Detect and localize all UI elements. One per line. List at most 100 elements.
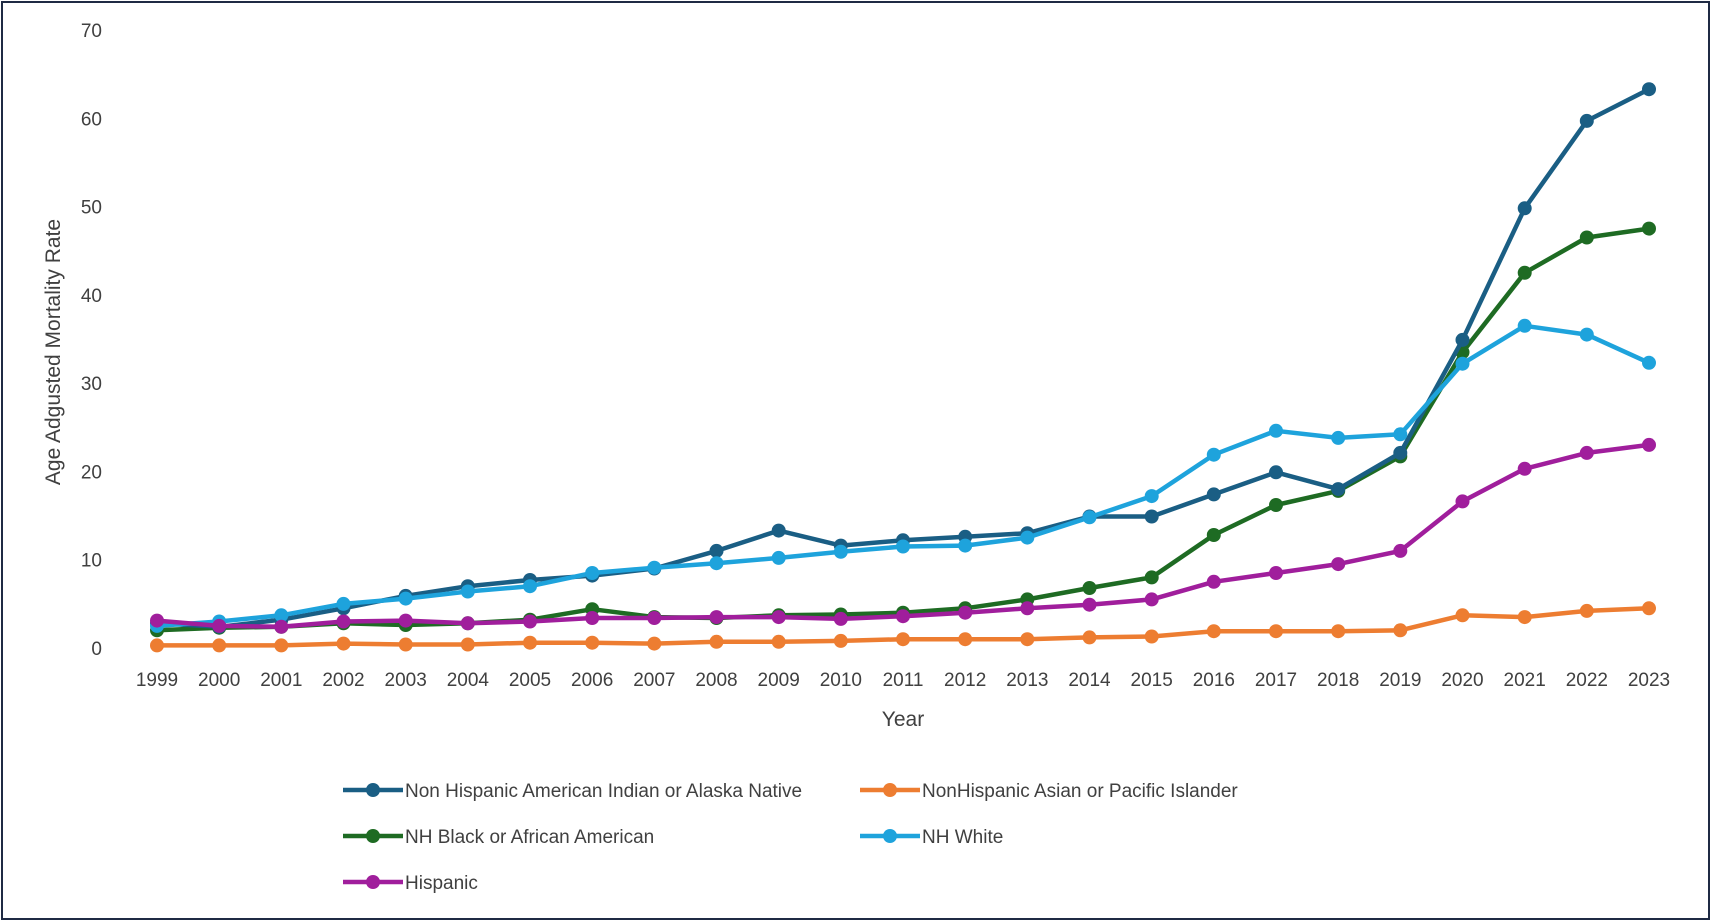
data-point <box>647 611 662 625</box>
series-layer <box>150 82 1656 653</box>
data-point <box>1642 601 1656 616</box>
data-point <box>1082 510 1097 525</box>
series-3 <box>150 318 1656 633</box>
x-tick-label: 2004 <box>447 670 490 691</box>
legend-swatch-marker <box>366 783 380 797</box>
x-tick-label: 2006 <box>571 670 613 691</box>
x-tick-label: 1999 <box>136 670 178 691</box>
data-point <box>1082 630 1097 645</box>
legend-item: NonHispanic Asian or Pacific Islander <box>860 781 1238 802</box>
series-2 <box>150 221 1656 638</box>
data-point <box>1144 570 1159 585</box>
x-tick-label: 2000 <box>198 670 240 691</box>
data-point <box>709 556 724 571</box>
x-tick-label: 2007 <box>633 670 675 691</box>
legend-label: NH Black or African American <box>405 827 654 848</box>
data-point <box>958 605 973 620</box>
data-point <box>709 634 724 649</box>
legend-item: NH Black or African American <box>343 827 654 848</box>
data-point <box>771 523 786 538</box>
data-point <box>771 634 786 649</box>
data-point <box>150 613 164 628</box>
data-point <box>336 614 351 629</box>
data-point <box>460 616 475 631</box>
x-tick-label: 2020 <box>1441 670 1483 691</box>
data-point <box>896 632 910 647</box>
data-point <box>336 596 351 611</box>
y-tick-label: 0 <box>91 639 102 660</box>
x-tick-label: 2018 <box>1317 670 1359 691</box>
x-tick-label: 2001 <box>260 670 302 691</box>
x-tick-label: 2022 <box>1566 670 1608 691</box>
data-point <box>1082 581 1097 595</box>
data-point <box>398 591 413 606</box>
data-point <box>1579 445 1594 460</box>
data-point <box>1144 629 1159 644</box>
legend-label: Non Hispanic American Indian or Alaska N… <box>405 781 802 802</box>
data-point <box>1455 332 1470 347</box>
data-point <box>709 610 724 625</box>
data-point <box>1642 82 1656 97</box>
data-point <box>709 543 724 558</box>
data-point <box>1020 530 1035 545</box>
x-tick-label: 2017 <box>1255 670 1297 691</box>
data-point <box>958 632 973 647</box>
data-point <box>1393 427 1408 442</box>
data-point <box>1269 423 1283 438</box>
legend-label: NonHispanic Asian or Pacific Islander <box>922 781 1238 802</box>
data-point <box>1455 356 1470 371</box>
data-point <box>1331 430 1346 445</box>
data-point <box>585 611 600 625</box>
data-point <box>1082 597 1097 612</box>
data-point <box>833 633 848 648</box>
x-axis-ticks: 1999 2000 2001 2002 2003 2004 2005 2006 2007 2008… <box>136 670 1670 691</box>
data-point <box>523 614 537 629</box>
data-point <box>274 619 289 634</box>
x-tick-label: 2011 <box>883 670 924 691</box>
data-point <box>647 636 662 651</box>
y-tick-label: 10 <box>81 551 102 572</box>
data-point <box>1393 445 1408 460</box>
x-tick-label: 2009 <box>758 670 800 691</box>
data-point <box>1642 437 1656 452</box>
x-tick-label: 2005 <box>509 670 551 691</box>
series-line <box>154 323 1652 629</box>
data-point <box>150 638 164 653</box>
data-point <box>1579 327 1594 342</box>
data-point <box>1393 543 1408 558</box>
data-point <box>1579 603 1594 618</box>
data-point <box>771 610 786 625</box>
data-point <box>585 635 600 650</box>
x-tick-label: 2003 <box>385 670 427 691</box>
data-point <box>1206 528 1221 542</box>
legend-swatch-marker <box>883 829 897 843</box>
legend-label: Hispanic <box>405 873 478 894</box>
data-point <box>1517 461 1532 476</box>
data-point <box>1393 623 1408 638</box>
x-axis-title: Year <box>882 708 924 731</box>
y-axis-title: Age Adgusted Mortality Rate <box>42 219 65 485</box>
data-point <box>1269 498 1283 512</box>
data-point <box>1206 624 1221 639</box>
y-tick-label: 70 <box>81 21 102 42</box>
data-point <box>1642 221 1656 236</box>
legend-item: Hispanic <box>343 873 478 894</box>
data-point <box>274 638 289 653</box>
data-point <box>1331 482 1346 497</box>
legend: Non Hispanic American Indian or Alaska N… <box>343 781 1238 894</box>
data-point <box>896 609 910 624</box>
data-point <box>647 560 662 575</box>
legend-item: NH White <box>860 827 1003 848</box>
data-point <box>212 638 227 653</box>
data-point <box>896 539 910 554</box>
data-point <box>336 636 351 651</box>
data-point <box>1144 509 1159 524</box>
y-tick-label: 50 <box>81 198 102 219</box>
x-tick-label: 2010 <box>820 670 862 691</box>
data-point <box>1269 566 1283 580</box>
data-point <box>1206 574 1221 589</box>
data-point <box>274 608 289 623</box>
x-tick-label: 2016 <box>1193 670 1235 691</box>
